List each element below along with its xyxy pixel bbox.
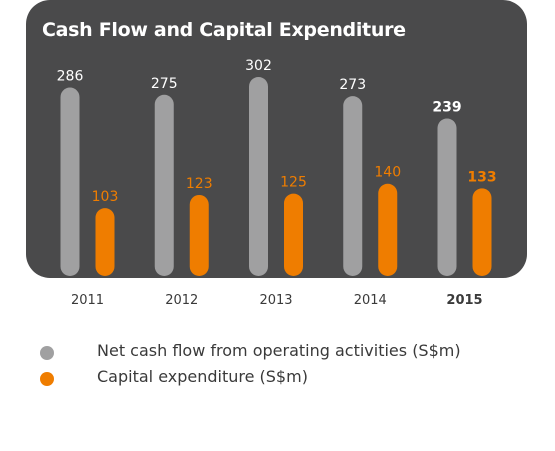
x-tick-label-2013: 2013: [259, 293, 292, 308]
value-label-net-cash-flow-2012: 275: [151, 76, 178, 92]
bar-capex-2015: [472, 188, 492, 276]
bar-net-cash-flow-2011: [60, 87, 80, 276]
x-tick-label-2011: 2011: [71, 293, 104, 308]
bar-capex-2011: [95, 208, 115, 276]
chart-title: Cash Flow and Capital Expenditure: [42, 19, 406, 41]
value-label-capex-2015: 133: [467, 169, 496, 185]
legend-label-capex: Capital expenditure (S$m): [97, 367, 308, 386]
value-label-capex-2013: 125: [280, 175, 307, 191]
bar-capex-2012: [189, 194, 209, 276]
bar-capex-2014: [378, 183, 398, 276]
bar-capex-2013: [284, 193, 303, 276]
legend-swatch-net-cash-flow: [40, 346, 54, 360]
x-tick-label-2015: 2015: [446, 293, 482, 308]
bar-net-cash-flow-2013: [249, 77, 268, 276]
x-tick-label-2014: 2014: [354, 293, 387, 308]
legend-item-net-cash-flow: Net cash flow from operating activities …: [0, 340, 555, 364]
bar-chart: 286 103 2011 275 123 2012 302 125 2013 273 140 2014…: [57, 58, 497, 308]
legend-swatch-capex: [40, 372, 54, 386]
value-label-capex-2011: 103: [92, 189, 119, 205]
legend-item-capex: Capital expenditure (S$m): [0, 366, 555, 390]
legend-label-net-cash-flow: Net cash flow from operating activities …: [97, 341, 461, 360]
value-label-capex-2014: 140: [374, 165, 401, 181]
value-label-net-cash-flow-2014: 273: [339, 77, 366, 93]
bar-net-cash-flow-2015: [437, 118, 457, 276]
value-label-net-cash-flow-2013: 302: [245, 58, 272, 74]
value-label-net-cash-flow-2011: 286: [57, 69, 84, 85]
value-label-capex-2012: 123: [186, 176, 213, 192]
bar-net-cash-flow-2012: [154, 94, 174, 277]
bar-net-cash-flow-2014: [343, 96, 363, 276]
value-label-net-cash-flow-2015: 239: [432, 100, 461, 116]
x-tick-label-2012: 2012: [165, 293, 198, 308]
